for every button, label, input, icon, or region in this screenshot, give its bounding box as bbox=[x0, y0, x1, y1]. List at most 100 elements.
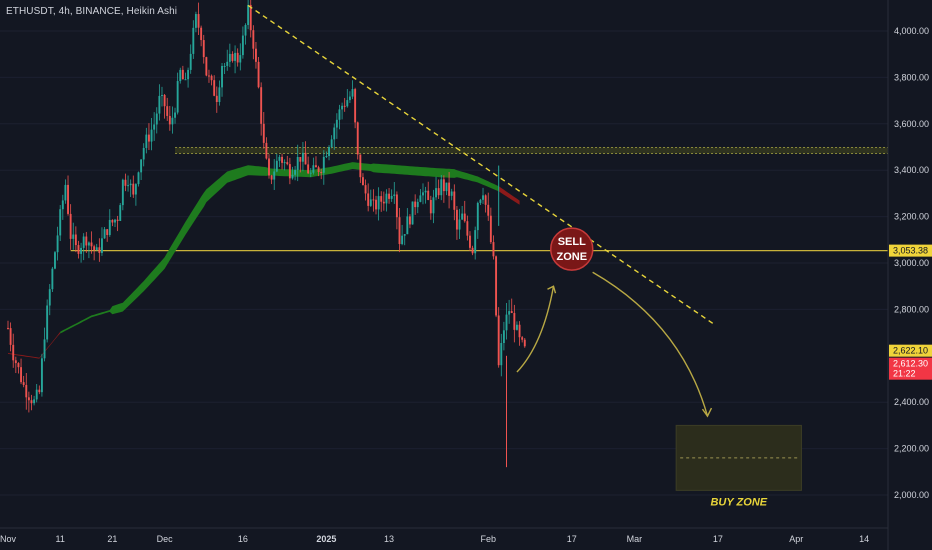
candle-body bbox=[257, 61, 260, 88]
candle-body bbox=[513, 313, 516, 330]
candle-body bbox=[275, 160, 278, 172]
candle-body bbox=[367, 193, 370, 206]
candle-body bbox=[168, 115, 171, 125]
candle-body bbox=[322, 156, 325, 173]
candle-body bbox=[181, 69, 184, 80]
time-axis-label: 11 bbox=[56, 534, 65, 544]
candle-body bbox=[80, 247, 83, 254]
candle-body bbox=[244, 24, 247, 36]
current-price-tag-text: 2,622.10 bbox=[893, 346, 928, 356]
candle-body bbox=[200, 27, 203, 41]
candle-body bbox=[171, 117, 174, 125]
candle-body bbox=[252, 30, 255, 49]
sell-zone-circle bbox=[550, 227, 594, 271]
candle-body bbox=[59, 209, 62, 236]
candle-body bbox=[61, 200, 64, 210]
candle-body bbox=[301, 152, 304, 162]
candle-body bbox=[114, 219, 116, 223]
candle-body bbox=[56, 235, 59, 253]
candle-body bbox=[95, 247, 98, 251]
candle-body bbox=[351, 89, 354, 97]
candle-body bbox=[174, 112, 176, 118]
candle-body bbox=[247, 4, 250, 25]
candle-body bbox=[255, 48, 257, 62]
candle-body bbox=[354, 89, 357, 123]
candle-body bbox=[505, 314, 508, 331]
last-price-tag-text: 2,612.30 bbox=[893, 359, 928, 369]
candle-body bbox=[27, 397, 30, 401]
candle-body bbox=[325, 155, 328, 157]
candle-body bbox=[442, 179, 445, 192]
candle-body bbox=[408, 216, 411, 225]
candle-body bbox=[364, 185, 367, 194]
candle-body bbox=[69, 213, 72, 239]
candle-body bbox=[12, 344, 15, 361]
time-axis-label: Apr bbox=[789, 534, 803, 544]
candle-body bbox=[17, 363, 20, 368]
candle-body bbox=[46, 305, 49, 340]
price-axis-label: 2,000.00 bbox=[894, 490, 929, 500]
candle-body bbox=[35, 389, 38, 400]
down-arrow-curve bbox=[592, 271, 709, 417]
candle-body bbox=[208, 75, 210, 77]
descending-trendline bbox=[247, 4, 714, 324]
candle-body bbox=[145, 134, 148, 148]
resistance-band bbox=[175, 147, 889, 154]
time-axis-label: 16 bbox=[238, 534, 248, 544]
down-arrow-head bbox=[701, 407, 713, 418]
moving-average-ribbon bbox=[8, 162, 520, 359]
price-axis-label: 3,800.00 bbox=[894, 72, 929, 82]
candle-body bbox=[215, 95, 218, 103]
price-axis-label: 2,400.00 bbox=[894, 397, 929, 407]
candle-body bbox=[356, 122, 359, 155]
candle-body bbox=[14, 360, 17, 364]
candle-body bbox=[463, 213, 466, 222]
candle-body bbox=[270, 175, 273, 180]
time-axis[interactable]: Nov 11 21 Dec 16 2025 13 Feb 17 Mar 17 Apr 14 bbox=[0, 534, 869, 544]
candle-body bbox=[116, 219, 119, 221]
candle-body bbox=[489, 215, 492, 243]
candle-body bbox=[516, 324, 518, 330]
candle-body bbox=[315, 165, 317, 168]
candle-body bbox=[487, 204, 490, 216]
candle-body bbox=[9, 328, 12, 345]
candle-body bbox=[320, 172, 323, 174]
candle-body bbox=[395, 194, 398, 218]
time-axis-label: Nov bbox=[0, 534, 16, 544]
candles bbox=[7, 0, 526, 468]
buy-zone-box bbox=[675, 424, 802, 491]
time-axis-label: 14 bbox=[859, 534, 869, 544]
candle-body bbox=[508, 311, 511, 315]
candle-body bbox=[72, 234, 75, 239]
candle-body bbox=[124, 179, 127, 186]
candle-body bbox=[239, 55, 242, 63]
price-axis[interactable]: 4,000.00 3,800.00 3,600.00 3,400.00 3,200.00… bbox=[894, 26, 929, 500]
candle-body bbox=[142, 147, 145, 160]
candle-body bbox=[7, 327, 9, 329]
candle-body bbox=[466, 221, 469, 236]
candle-body bbox=[260, 87, 263, 124]
candle-body bbox=[414, 201, 417, 208]
candle-body bbox=[377, 196, 380, 210]
candle-body bbox=[445, 182, 448, 192]
up-arrow-curve bbox=[516, 286, 555, 373]
candle-body bbox=[67, 184, 69, 214]
candle-body bbox=[194, 14, 197, 28]
candle-body bbox=[184, 79, 187, 81]
candle-body bbox=[437, 188, 440, 196]
candle-body bbox=[500, 342, 503, 366]
price-axis-label: 2,800.00 bbox=[894, 304, 929, 314]
time-axis-label: 21 bbox=[107, 534, 117, 544]
candle-body bbox=[380, 196, 383, 202]
candle-body bbox=[518, 324, 521, 338]
candle-body bbox=[288, 164, 291, 179]
time-axis-label: 17 bbox=[567, 534, 577, 544]
candle-body bbox=[283, 162, 286, 164]
candle-body bbox=[197, 14, 200, 28]
candle-body bbox=[64, 184, 67, 201]
candle-body bbox=[294, 169, 297, 175]
candle-body bbox=[427, 190, 430, 200]
last-price-tag bbox=[889, 357, 932, 380]
